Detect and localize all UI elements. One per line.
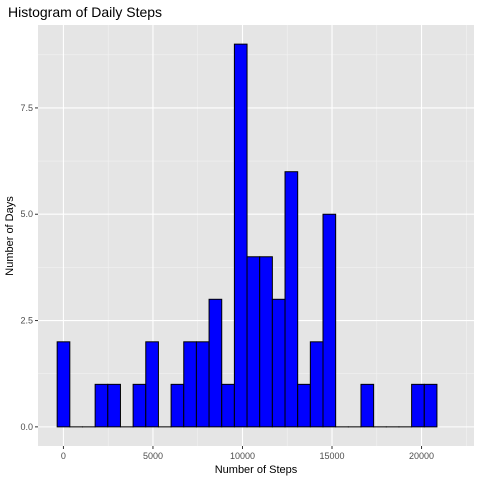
x-tick-label: 5000: [143, 451, 163, 461]
histogram-bar: [297, 383, 311, 428]
histogram-bar: [322, 213, 337, 428]
x-tick-label: 20000: [409, 451, 434, 461]
histogram-bar: [56, 341, 71, 428]
y-axis: 0.0 2.5 5.0 7.5: [20, 103, 38, 432]
histogram-bar: [360, 383, 375, 428]
histogram-bar: [208, 298, 223, 428]
histogram-bar: [145, 341, 159, 428]
chart-title: Histogram of Daily Steps: [8, 4, 162, 20]
histogram-bar: [107, 383, 121, 428]
histogram-bar: [132, 383, 147, 428]
histogram-bar: [221, 383, 235, 428]
histogram-bar: [423, 383, 438, 428]
bars-group: [56, 43, 438, 428]
x-tick-label: 15000: [319, 451, 344, 461]
x-tick-label: 10000: [230, 451, 255, 461]
x-tick-label: 0: [61, 451, 66, 461]
x-axis: 0 5000 10000 15000 20000: [61, 446, 434, 461]
histogram-bar: [411, 383, 425, 428]
x-axis-title: Number of Steps: [215, 464, 298, 476]
histogram-bar: [195, 341, 210, 428]
histogram-bar: [233, 43, 248, 428]
histogram-bar: [94, 383, 109, 428]
histogram-bar: [259, 256, 273, 428]
histogram-bar: [271, 298, 286, 428]
histogram-bar: [183, 341, 197, 428]
y-tick-label: 0.0: [20, 422, 33, 432]
y-tick-label: 7.5: [20, 103, 33, 113]
histogram-bar: [170, 383, 185, 428]
histogram-bar: [284, 171, 299, 428]
histogram-bar: [309, 341, 324, 428]
y-axis-title: Number of Days: [4, 196, 16, 276]
y-tick-label: 2.5: [20, 316, 33, 326]
y-tick-label: 5.0: [20, 209, 33, 219]
histogram-bar: [246, 256, 261, 428]
